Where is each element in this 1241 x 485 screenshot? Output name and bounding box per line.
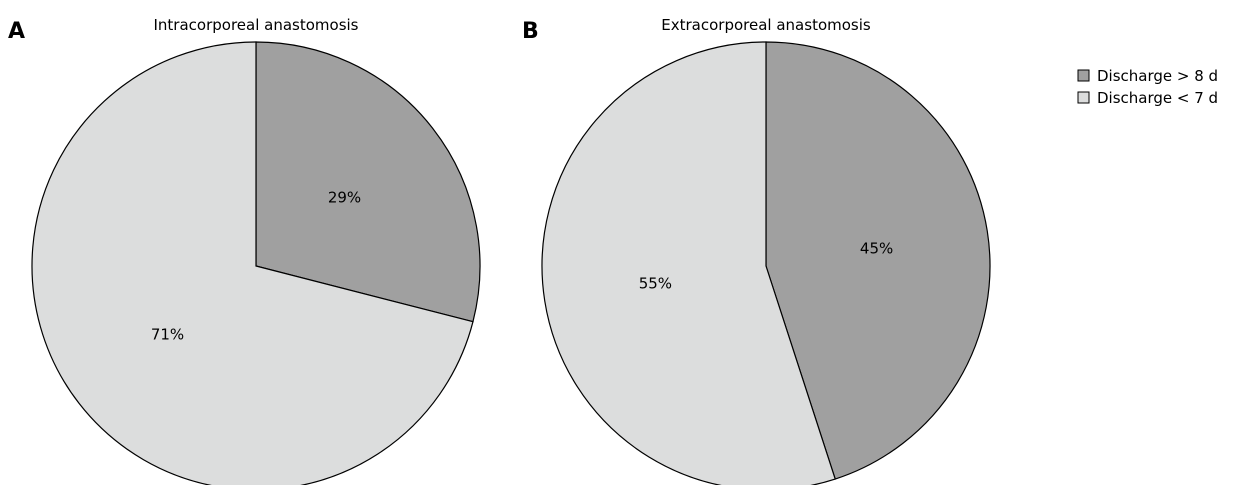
pie-slices-b: [541, 41, 991, 485]
pie-b-slice-1-label: 55%: [639, 275, 672, 293]
legend-swatch-discharge-under-7: [1077, 91, 1090, 104]
legend-swatch-discharge-over-8: [1077, 69, 1090, 82]
pie-chart-b: B Extracorporeal anastomosis 45% 55%: [522, 16, 991, 485]
pie-slices-a: [31, 41, 481, 485]
pie-title-a: Intracorporeal anastomosis: [153, 16, 358, 34]
pie-chart-a: A Intracorporeal anastomosis 29% 71%: [8, 16, 481, 485]
pie-b-slice-1: [541, 41, 836, 485]
legend: Discharge > 8 d Discharge < 7 d: [1077, 67, 1218, 107]
pie-labels-b: 45% 55%: [639, 240, 894, 293]
pie-a-slice-0-label: 29%: [328, 188, 361, 206]
pie-labels-a: 29% 71%: [151, 188, 361, 343]
pie-b-slice-0-label: 45%: [860, 240, 893, 258]
pie-a-slice-1: [31, 41, 474, 485]
panel-letter-b: B: [522, 19, 539, 44]
pie-b-slice-0: [765, 41, 991, 480]
legend-label-discharge-over-8: Discharge > 8 d: [1097, 67, 1218, 85]
panel-letter-a: A: [8, 19, 25, 44]
pie-a-slice-0: [255, 41, 481, 323]
pie-title-b: Extracorporeal anastomosis: [661, 16, 871, 34]
pie-a-slice-1-label: 71%: [151, 326, 184, 344]
legend-label-discharge-under-7: Discharge < 7 d: [1097, 89, 1218, 107]
